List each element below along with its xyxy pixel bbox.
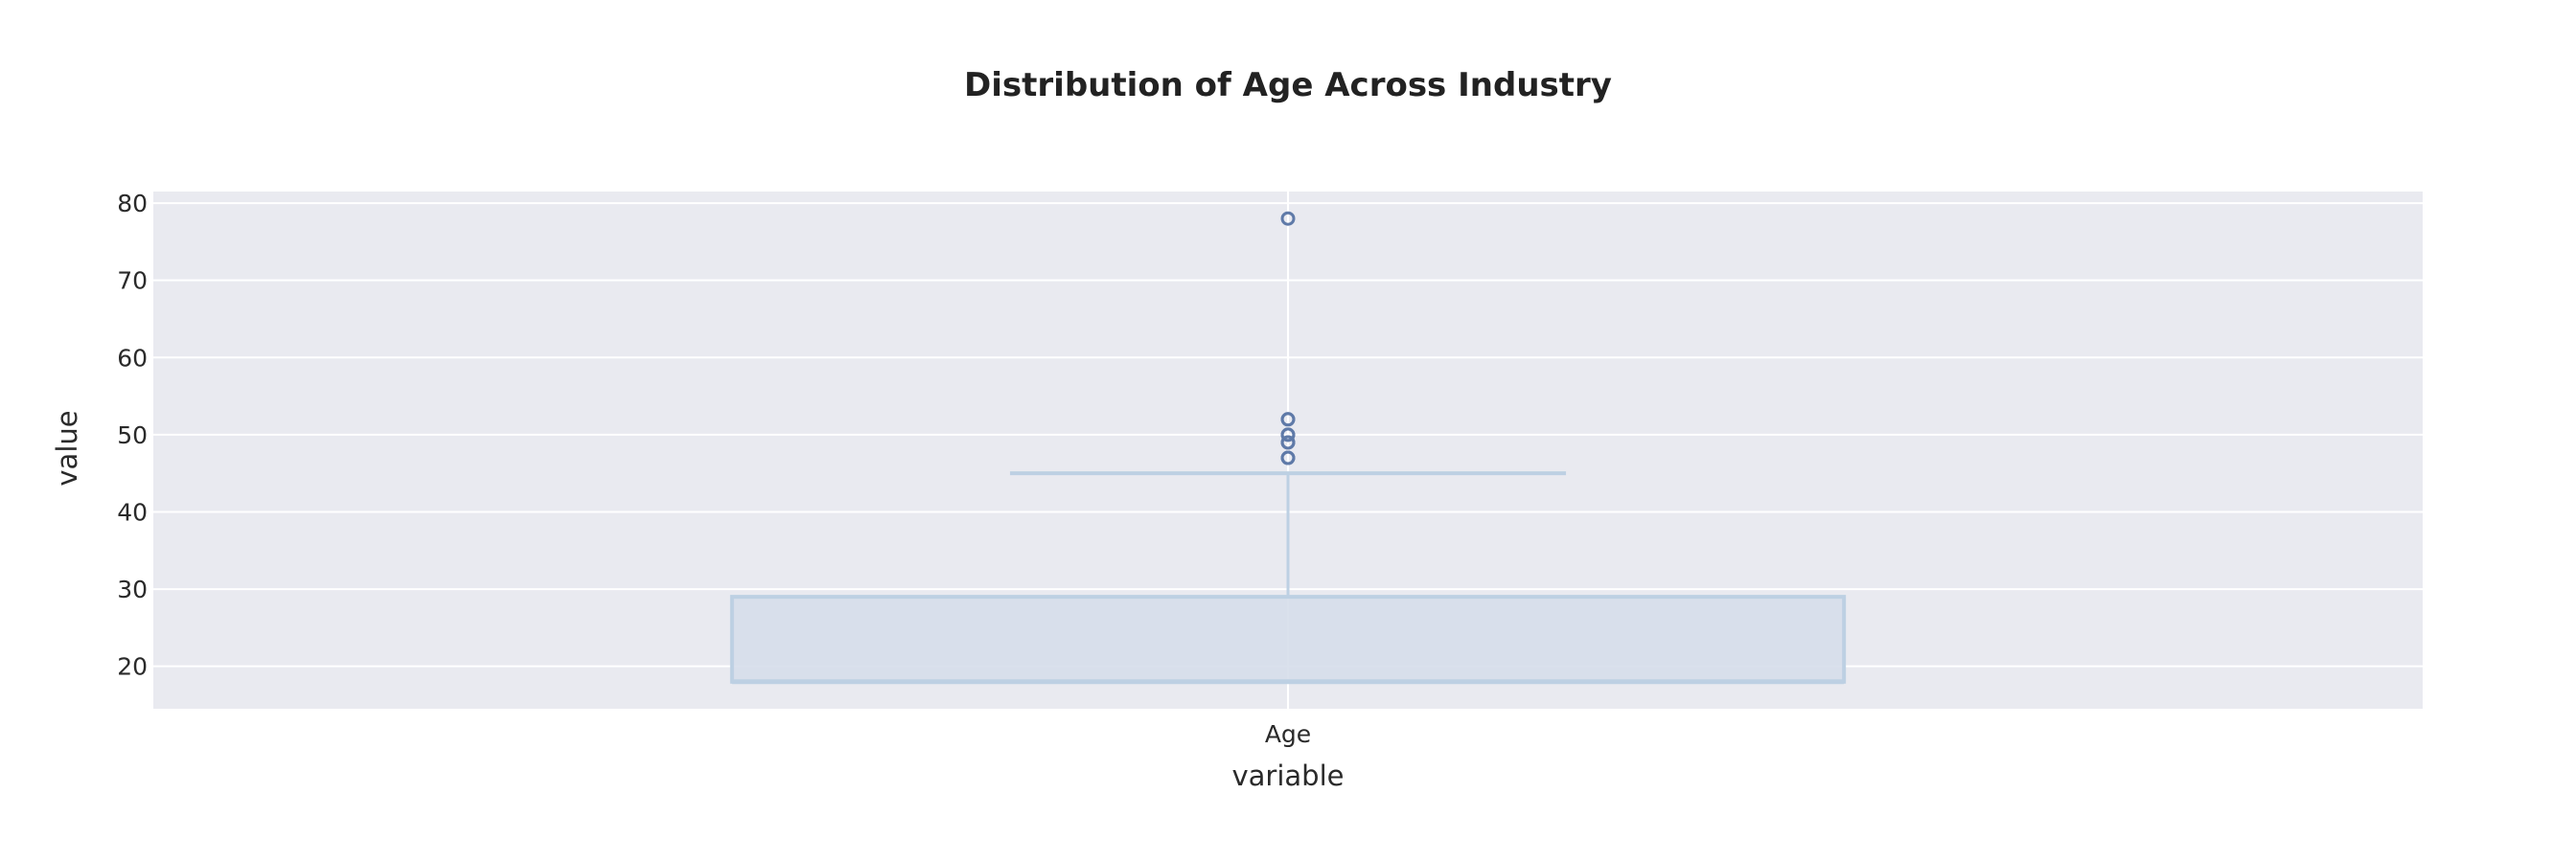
y-tick-label: 20 (117, 653, 148, 681)
outlier-points (1280, 211, 1296, 465)
outlier-point (1280, 211, 1296, 226)
y-tick-label: 70 (117, 267, 148, 295)
outlier-point (1280, 412, 1296, 427)
y-axis-ticks: 20 30 40 50 60 70 80 (117, 190, 148, 681)
x-axis-title: variable (1232, 760, 1345, 792)
y-tick-label: 30 (117, 576, 148, 603)
chart-title: Distribution of Age Across Industry (964, 66, 1612, 104)
y-tick-label: 50 (117, 421, 148, 449)
x-tick-label: Age (1265, 720, 1311, 748)
outlier-point (1280, 450, 1296, 465)
outlier-point (1280, 427, 1296, 442)
x-axis-ticks: Age (1265, 720, 1311, 748)
box-group (729, 471, 1847, 685)
y-tick-label: 40 (117, 498, 148, 526)
y-tick-label: 80 (117, 190, 148, 217)
outlier-point (1280, 435, 1296, 450)
iqr-box (729, 595, 1847, 684)
y-tick-label: 60 (117, 344, 148, 372)
y-axis-title: value (51, 410, 83, 486)
